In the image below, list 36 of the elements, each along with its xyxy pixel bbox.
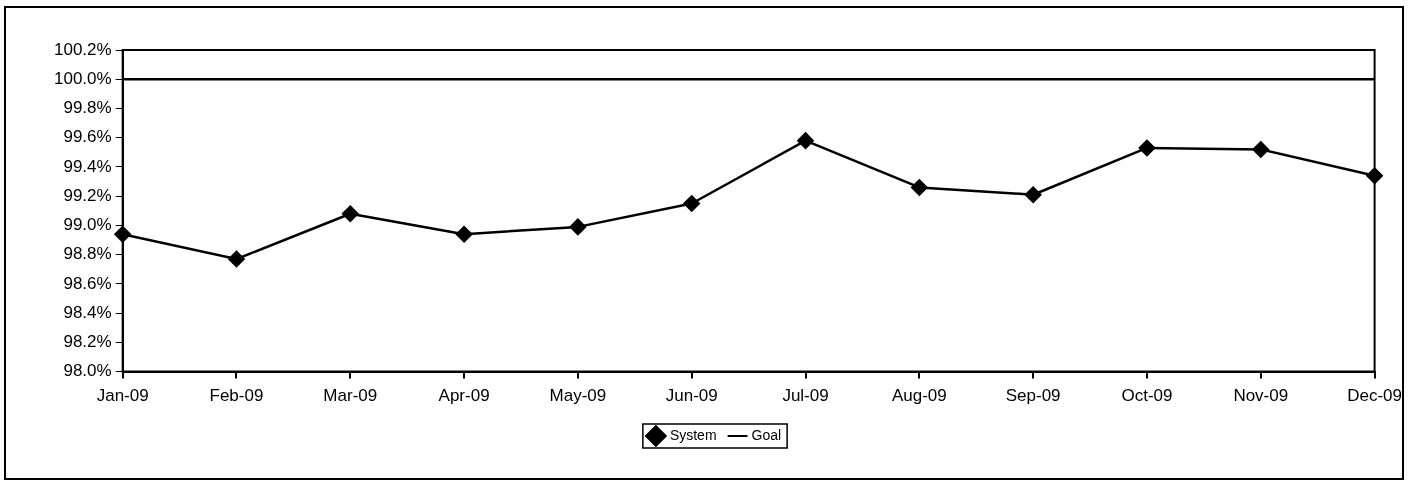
point: [683, 195, 700, 212]
x-tick-label: Oct-09: [1121, 386, 1173, 406]
point: [1024, 186, 1042, 203]
point: [1138, 139, 1156, 157]
x-tick-label: May-09: [549, 386, 607, 406]
legend-label: Goal: [751, 426, 782, 443]
y-tick-label: 98.4%: [63, 302, 112, 322]
x-tick-label: Nov-09: [1233, 386, 1289, 406]
point: [569, 218, 587, 236]
y-tick-label: 100.2%: [53, 39, 112, 59]
x-tick-label: Jun-09: [665, 386, 718, 406]
x-tick-label: Dec-09: [1347, 386, 1403, 406]
point: [455, 225, 473, 243]
y-tick-label: 98.8%: [63, 244, 112, 264]
y-tick-label: 99.2%: [63, 185, 112, 205]
point: [911, 179, 928, 196]
y-tick-label: 99.4%: [63, 156, 112, 176]
y-tick-label: 100.0%: [53, 68, 112, 88]
x-tick-label: Aug-09: [891, 386, 947, 406]
y-tick-label: 99.8%: [63, 98, 112, 118]
y-tick-label: 98.0%: [63, 361, 112, 381]
x-tick-label: Jul-09: [782, 386, 829, 406]
y-tick-label: 98.2%: [63, 332, 112, 352]
x-tick-label: Sep-09: [1005, 386, 1061, 406]
point: [228, 250, 245, 268]
y-tick-label: 99.6%: [63, 127, 112, 147]
x-tick-label: Feb-09: [209, 386, 264, 406]
point: [1252, 141, 1270, 158]
point: [342, 205, 359, 222]
legend-label: System: [669, 426, 717, 443]
x-tick-label: Apr-09: [438, 386, 490, 406]
y-tick-label: 98.6%: [63, 273, 112, 293]
x-tick-label: Jan-09: [96, 386, 149, 406]
x-tick-label: Mar-09: [323, 386, 378, 406]
point: [797, 132, 814, 149]
y-tick-label: 99.0%: [63, 215, 112, 235]
